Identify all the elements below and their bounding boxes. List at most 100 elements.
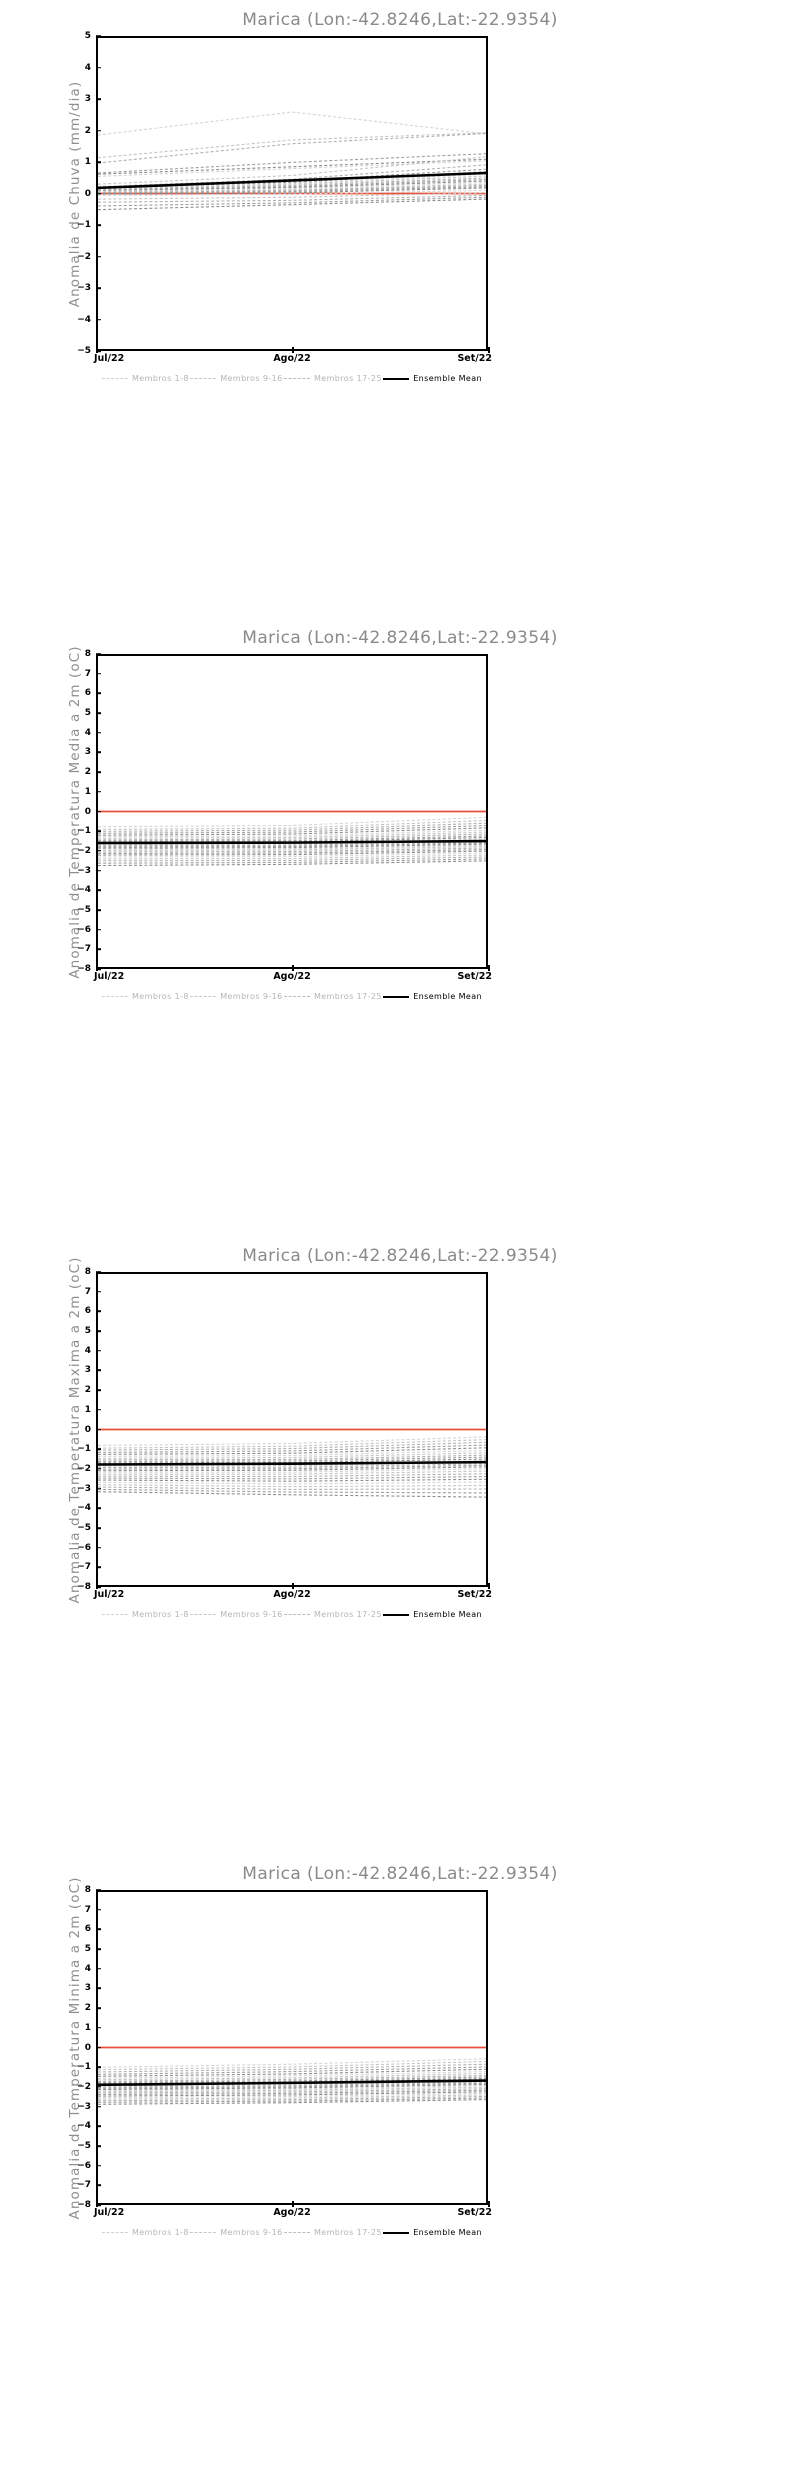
member-series-line xyxy=(98,1463,486,1469)
x-tick-mark xyxy=(292,347,294,353)
member-series-line xyxy=(98,160,486,177)
member-series-line xyxy=(98,1470,486,1475)
member-series-line xyxy=(98,1484,486,1488)
legend-label: Ensemble Mean xyxy=(413,374,482,383)
member-series-line xyxy=(98,2071,486,2079)
legend-item[interactable]: Membros 1-8 xyxy=(102,374,189,383)
legend-swatch-icon xyxy=(283,2232,310,2233)
member-series-line xyxy=(98,849,486,855)
member-series-line xyxy=(98,189,486,196)
member-series-line xyxy=(98,2058,486,2068)
x-tick-label: Ago/22 xyxy=(273,971,311,982)
member-series-line xyxy=(98,2099,486,2105)
legend-item[interactable]: Membros 17-25 xyxy=(283,1610,382,1619)
legend-item[interactable]: Ensemble Mean xyxy=(383,2228,482,2237)
x-tick-label: Jul/22 xyxy=(94,353,125,364)
x-tick-label: Set/22 xyxy=(457,353,492,364)
legend-item[interactable]: Membros 1-8 xyxy=(102,992,189,1001)
y-axis-label-0: Anomalia de Chuva (mm/dia) xyxy=(67,80,83,307)
legend-swatch-icon xyxy=(190,996,217,997)
member-series-line xyxy=(98,187,486,195)
legend-item[interactable]: Ensemble Mean xyxy=(383,374,482,383)
legend-label: Membros 17-25 xyxy=(313,992,382,1001)
legend-swatch-icon xyxy=(283,378,310,379)
member-series-line xyxy=(98,1491,486,1498)
member-series-line xyxy=(98,831,486,839)
legend-item[interactable]: Membros 9-16 xyxy=(190,2228,282,2237)
x-tick-label: Jul/22 xyxy=(94,1589,125,1600)
member-series-line xyxy=(98,844,486,850)
member-series-line xyxy=(98,2066,486,2075)
x-tick-label: Ago/22 xyxy=(273,2207,311,2218)
member-series-line xyxy=(98,2088,486,2094)
y-axis-label-3: Anomalia de Temperatura Minima a 2m (oC) xyxy=(67,1875,83,2220)
member-series-line xyxy=(98,850,486,856)
legend-item[interactable]: Membros 9-16 xyxy=(190,992,282,1001)
legend-item[interactable]: Membros 1-8 xyxy=(102,1610,189,1619)
member-series-line xyxy=(98,1447,486,1455)
member-series-line xyxy=(98,2074,486,2082)
legend-swatch-icon xyxy=(383,377,410,380)
x-tick-mark xyxy=(96,965,98,971)
member-series-line xyxy=(98,1441,486,1451)
member-series-line xyxy=(98,1458,486,1464)
member-series-line xyxy=(98,856,486,862)
member-series-line xyxy=(98,1449,486,1457)
member-series-line xyxy=(98,841,486,847)
member-series-line xyxy=(98,852,486,858)
member-series-line xyxy=(98,1486,486,1490)
member-series-line xyxy=(98,1473,486,1478)
member-series-line xyxy=(98,1436,486,1446)
member-series-line xyxy=(98,2091,486,2097)
member-series-line xyxy=(98,2080,486,2087)
member-series-line xyxy=(98,198,486,211)
plot-area-0 xyxy=(96,36,488,351)
member-series-line xyxy=(98,2068,486,2077)
plot-area-1 xyxy=(96,654,488,969)
legend-item[interactable]: Ensemble Mean xyxy=(383,1610,482,1619)
member-series-line xyxy=(98,1481,486,1485)
member-series-line xyxy=(98,1464,486,1470)
legend-item[interactable]: Membros 1-8 xyxy=(102,2228,189,2237)
legend-item[interactable]: Membros 17-25 xyxy=(283,992,382,1001)
legend-swatch-icon xyxy=(102,996,128,997)
legend-swatch-icon xyxy=(190,2232,217,2233)
member-series-line xyxy=(98,1468,486,1473)
series-canvas-3 xyxy=(98,2046,486,2105)
member-series-line xyxy=(98,156,486,185)
member-series-line xyxy=(98,1475,486,1480)
member-series-line xyxy=(98,833,486,841)
chart-panel-temp-maxima: Marica (Lon:-42.8246,Lat:-22.9354) Anoma… xyxy=(0,1236,800,1854)
ensemble-mean-line xyxy=(98,171,486,190)
plot-area-2 xyxy=(96,1272,488,1587)
x-tick-mark xyxy=(292,965,294,971)
member-series-line xyxy=(98,173,486,190)
legend-item[interactable]: Ensemble Mean xyxy=(383,992,482,1001)
member-series-line xyxy=(98,2085,486,2092)
ensemble-mean-line xyxy=(98,839,486,845)
y-axis-label-1: Anomalia de Temperatura Media a 2m (oC) xyxy=(67,644,83,979)
page-title-3: Marica (Lon:-42.8246,Lat:-22.9354) xyxy=(242,1864,558,1884)
member-series-line xyxy=(98,175,486,191)
legend-item[interactable]: Membros 17-25 xyxy=(283,374,382,383)
legend-label: Membros 1-8 xyxy=(132,1610,189,1619)
member-series-line xyxy=(98,842,486,848)
member-series-line xyxy=(98,2076,486,2084)
x-tick-label: Jul/22 xyxy=(94,2207,125,2218)
legend-item[interactable]: Membros 17-25 xyxy=(283,2228,382,2237)
member-series-line xyxy=(98,858,486,864)
legend-swatch-icon xyxy=(190,1614,217,1615)
ensemble-mean-line xyxy=(98,1460,486,1466)
legend-item[interactable]: Membros 9-16 xyxy=(190,374,282,383)
plot-area-3 xyxy=(96,1890,488,2205)
legend-label: Membros 9-16 xyxy=(220,2228,283,2237)
legend-item[interactable]: Membros 9-16 xyxy=(190,1610,282,1619)
member-series-line xyxy=(98,2095,486,2102)
legend-label: Membros 17-25 xyxy=(313,2228,382,2237)
legend-swatch-icon xyxy=(190,378,217,379)
legend-swatch-icon xyxy=(102,1614,128,1615)
legend-2: Membros 1-8 Membros 9-16 Membros 17-25 Ense… xyxy=(96,1610,488,1619)
legend-label: Membros 9-16 xyxy=(220,992,283,1001)
member-series-line xyxy=(98,184,486,194)
member-series-line xyxy=(98,194,486,203)
